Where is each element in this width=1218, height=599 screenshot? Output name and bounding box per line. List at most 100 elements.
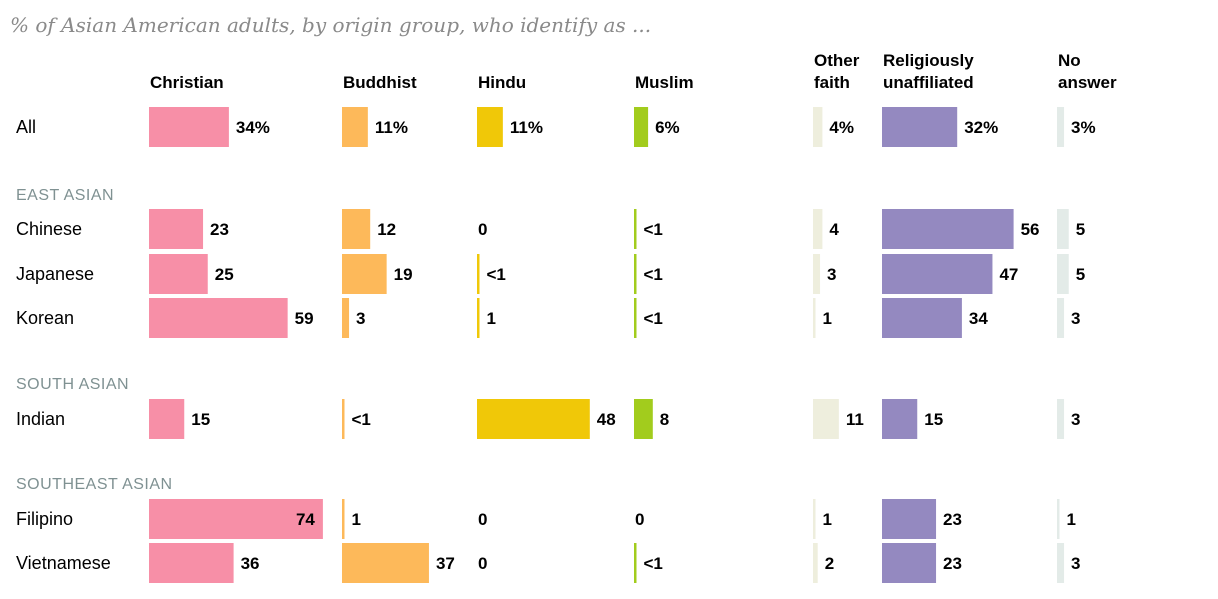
value-indian-hindu: 48 bbox=[597, 410, 616, 429]
value-chinese-no-answer: 5 bbox=[1076, 220, 1085, 239]
row-label-all: All bbox=[16, 117, 36, 137]
value-vietnamese-muslim: <1 bbox=[644, 554, 663, 573]
bar-indian-other-faith bbox=[813, 399, 839, 439]
value-all-muslim: 6% bbox=[655, 118, 680, 137]
bar-chinese-no-answer bbox=[1057, 209, 1069, 249]
row-filipino: Filipino 74 1 0 0 1 23 1 bbox=[16, 499, 1076, 539]
column-header-christian: Christian bbox=[150, 73, 224, 92]
row-all: All 34% 11% 11% 6% 4% 32% 3% bbox=[16, 107, 1096, 147]
value-vietnamese-other-faith: 2 bbox=[825, 554, 834, 573]
bar-vietnamese-other-faith bbox=[813, 543, 818, 583]
value-filipino-no-answer: 1 bbox=[1067, 510, 1076, 529]
value-korean-buddhist: 3 bbox=[356, 309, 365, 328]
column-header-no-answer-line2: answer bbox=[1058, 73, 1117, 92]
bar-vietnamese-muslim bbox=[634, 543, 637, 583]
section-label-southeast-asian: SOUTHEAST ASIAN bbox=[16, 476, 173, 493]
value-korean-muslim: <1 bbox=[644, 309, 663, 328]
chart-subtitle: % of Asian American adults, by origin gr… bbox=[10, 13, 651, 37]
value-filipino-christian: 74 bbox=[296, 510, 315, 529]
bar-japanese-religiously-unaffiliated bbox=[882, 254, 993, 294]
bar-vietnamese-buddhist bbox=[342, 543, 429, 583]
value-chinese-christian: 23 bbox=[210, 220, 229, 239]
bar-chinese-religiously-unaffiliated bbox=[882, 209, 1014, 249]
value-korean-no-answer: 3 bbox=[1071, 309, 1080, 328]
bar-japanese-other-faith bbox=[813, 254, 821, 294]
value-chinese-muslim: <1 bbox=[644, 220, 663, 239]
bar-filipino-religiously-unaffiliated bbox=[882, 499, 937, 539]
value-korean-religiously-unaffiliated: 34 bbox=[969, 309, 988, 328]
bar-korean-muslim bbox=[634, 298, 637, 338]
row-japanese: Japanese 25 19 <1 <1 3 47 5 bbox=[16, 254, 1085, 294]
column-header-other-faith-line1: Other bbox=[814, 51, 860, 70]
value-filipino-other-faith: 1 bbox=[823, 510, 832, 529]
bar-filipino-no-answer bbox=[1057, 499, 1060, 539]
bar-japanese-no-answer bbox=[1057, 254, 1069, 294]
column-header-religiously-unaffiliated-line2: unaffiliated bbox=[883, 73, 974, 92]
bar-indian-no-answer bbox=[1057, 399, 1065, 439]
value-japanese-hindu: <1 bbox=[487, 265, 506, 284]
value-filipino-buddhist: 1 bbox=[352, 510, 361, 529]
value-japanese-religiously-unaffiliated: 47 bbox=[999, 265, 1018, 284]
value-all-other-faith: 4% bbox=[829, 118, 854, 137]
bar-all-muslim bbox=[634, 107, 649, 147]
bar-korean-christian bbox=[149, 298, 288, 338]
bar-vietnamese-religiously-unaffiliated bbox=[882, 543, 937, 583]
bar-all-hindu bbox=[477, 107, 503, 147]
section-label-south-asian: SOUTH ASIAN bbox=[16, 376, 129, 393]
value-japanese-christian: 25 bbox=[215, 265, 234, 284]
bar-korean-religiously-unaffiliated bbox=[882, 298, 962, 338]
bar-vietnamese-no-answer bbox=[1057, 543, 1065, 583]
row-label-indian: Indian bbox=[16, 409, 65, 429]
value-indian-buddhist: <1 bbox=[352, 410, 371, 429]
value-vietnamese-hindu: 0 bbox=[478, 554, 487, 573]
bar-indian-muslim bbox=[634, 399, 653, 439]
column-header-hindu: Hindu bbox=[478, 73, 526, 92]
row-label-chinese: Chinese bbox=[16, 219, 82, 239]
bar-indian-christian bbox=[149, 399, 185, 439]
column-headers: Christian Buddhist Hindu Muslim Other faith Re… bbox=[150, 51, 1117, 92]
value-vietnamese-christian: 36 bbox=[241, 554, 260, 573]
value-indian-christian: 15 bbox=[191, 410, 210, 429]
row-korean: Korean 59 3 1 <1 1 34 3 bbox=[16, 298, 1081, 338]
value-filipino-hindu: 0 bbox=[478, 510, 487, 529]
value-korean-hindu: 1 bbox=[487, 309, 496, 328]
value-japanese-no-answer: 5 bbox=[1076, 265, 1085, 284]
row-label-vietnamese: Vietnamese bbox=[16, 553, 111, 573]
value-japanese-buddhist: 19 bbox=[394, 265, 413, 284]
column-header-no-answer-line1: No bbox=[1058, 51, 1081, 70]
value-vietnamese-buddhist: 37 bbox=[436, 554, 455, 573]
value-all-religiously-unaffiliated: 32% bbox=[964, 118, 998, 137]
value-filipino-muslim: 0 bbox=[635, 510, 644, 529]
bar-japanese-buddhist bbox=[342, 254, 387, 294]
value-indian-religiously-unaffiliated: 15 bbox=[924, 410, 943, 429]
row-label-korean: Korean bbox=[16, 308, 74, 328]
bar-korean-other-faith bbox=[813, 298, 816, 338]
value-chinese-other-faith: 4 bbox=[829, 220, 839, 239]
value-vietnamese-no-answer: 3 bbox=[1071, 554, 1080, 573]
value-indian-no-answer: 3 bbox=[1071, 410, 1080, 429]
bar-all-christian bbox=[149, 107, 229, 147]
bar-chinese-christian bbox=[149, 209, 204, 249]
bar-japanese-christian bbox=[149, 254, 208, 294]
value-chinese-religiously-unaffiliated: 56 bbox=[1021, 220, 1040, 239]
row-label-filipino: Filipino bbox=[16, 509, 73, 529]
section-label-east-asian: EAST ASIAN bbox=[16, 187, 114, 204]
value-japanese-muslim: <1 bbox=[644, 265, 663, 284]
bar-indian-religiously-unaffiliated bbox=[882, 399, 918, 439]
bar-filipino-christian bbox=[149, 499, 323, 539]
value-indian-muslim: 8 bbox=[660, 410, 669, 429]
bar-all-other-faith bbox=[813, 107, 823, 147]
bar-all-religiously-unaffiliated bbox=[882, 107, 958, 147]
value-all-buddhist: 11% bbox=[375, 118, 408, 137]
value-all-christian: 34% bbox=[236, 118, 270, 137]
value-chinese-hindu: 0 bbox=[478, 220, 487, 239]
value-chinese-buddhist: 12 bbox=[377, 220, 396, 239]
bar-chinese-buddhist bbox=[342, 209, 371, 249]
row-label-japanese: Japanese bbox=[16, 264, 94, 284]
column-header-religiously-unaffiliated-line1: Religiously bbox=[883, 51, 974, 70]
value-filipino-religiously-unaffiliated: 23 bbox=[943, 510, 962, 529]
value-all-no-answer: 3% bbox=[1071, 118, 1096, 137]
row-indian: Indian 15 <1 48 8 11 15 3 bbox=[16, 399, 1081, 439]
row-vietnamese: Vietnamese 36 37 0 <1 2 23 3 bbox=[16, 543, 1081, 583]
